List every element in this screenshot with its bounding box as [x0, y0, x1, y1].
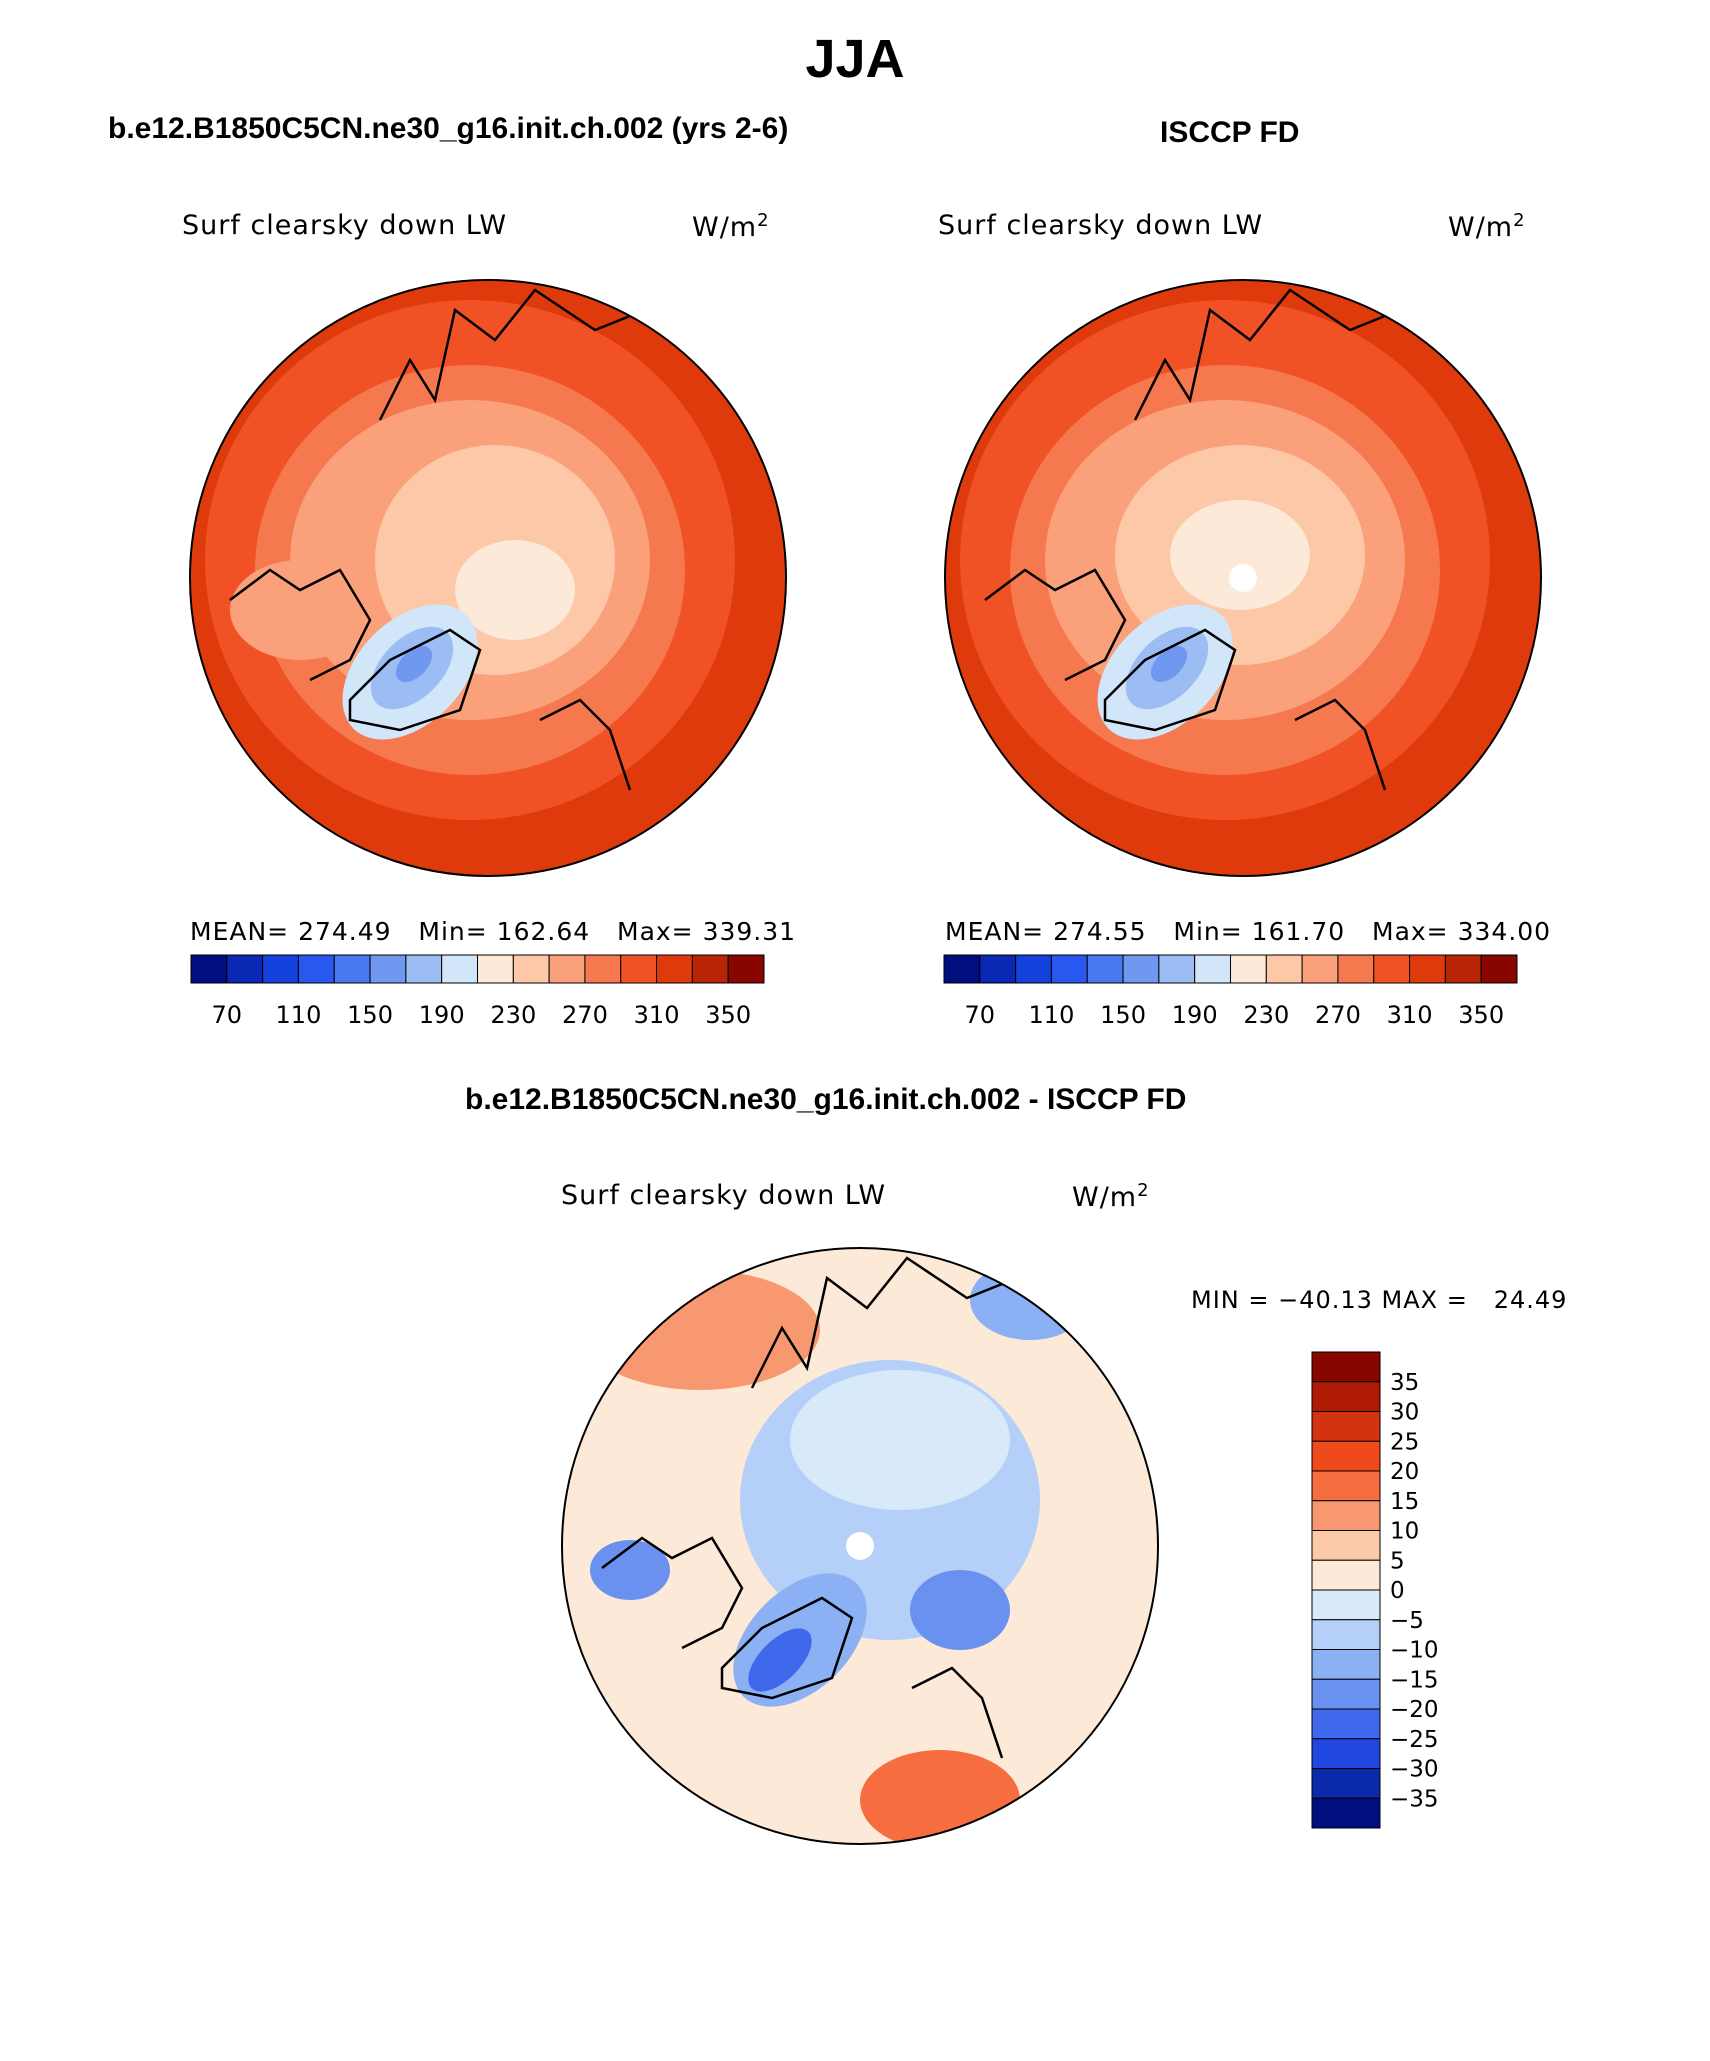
panel2-colorbar-cell	[1480, 954, 1518, 984]
panel1-variable: Surf clearsky down LW	[182, 210, 508, 241]
diff-colorbar-label: 15	[1390, 1489, 1419, 1515]
diff-colorbar-cell	[1311, 1678, 1381, 1710]
diff-header: b.e12.B1850C5CN.ne30_g16.init.ch.002 - I…	[465, 1083, 1187, 1116]
panel1-colorbar-label: 230	[490, 1001, 536, 1029]
panel2-variable: Surf clearsky down LW	[938, 210, 1264, 241]
diff-colorbar-label: −20	[1390, 1697, 1439, 1723]
panel2-colorbar-label: 110	[1029, 1001, 1075, 1029]
diff-colorbar-cell	[1311, 1411, 1381, 1442]
panel2-colorbar-label: 310	[1387, 1001, 1433, 1029]
panel1-colorbar-label: 70	[212, 1001, 243, 1029]
panel1-colorbar-cell	[369, 954, 407, 984]
panel1-colorbar-label: 350	[705, 1001, 751, 1029]
panel2-units: W/m2	[1448, 210, 1526, 243]
panel2-colorbar-cell	[1194, 954, 1231, 984]
diff-variable: Surf clearsky down LW	[561, 1180, 887, 1211]
diff-colorbar-cell	[1311, 1708, 1381, 1740]
panel2-colorbar-cell	[1301, 954, 1339, 984]
panel1-colorbar-cell	[548, 954, 586, 984]
panel1-colorbar-cell	[226, 954, 264, 984]
panel2-header: ISCCP FD	[1160, 116, 1300, 149]
panel1-colorbar-cell	[405, 954, 443, 984]
diff-colorbar-label: −5	[1390, 1608, 1424, 1634]
panel2-colorbar-cell	[1050, 954, 1088, 984]
panel1-colorbar-cell	[656, 954, 693, 984]
panel1-colorbar-cell	[477, 954, 514, 984]
panel2-stats: MEAN= 274.55 Min= 161.70 Max= 334.00	[945, 917, 1552, 946]
panel2-colorbar-cell	[1015, 954, 1052, 984]
diff-colorbar-cell	[1311, 1619, 1381, 1650]
panel1-colorbar-cell	[584, 954, 622, 984]
panel1-header: b.e12.B1850C5CN.ne30_g16.init.ch.002 (yr…	[108, 112, 789, 145]
panel1-colorbar-label: 270	[562, 1001, 608, 1029]
diff-colorbar-cell	[1311, 1351, 1381, 1383]
diff-colorbar-label: −35	[1390, 1786, 1439, 1812]
panel1-colorbar-label: 310	[634, 1001, 680, 1029]
panel2-map	[945, 280, 1541, 876]
diff-colorbar-label: 30	[1390, 1400, 1419, 1426]
panel1-colorbar-label: 190	[419, 1001, 465, 1029]
panel1-colorbar-cell	[297, 954, 335, 984]
diff-colorbar-label: −30	[1390, 1757, 1439, 1783]
diff-minmax: MIN = −40.13 MAX = 24.49	[1191, 1286, 1568, 1314]
diff-colorbar-cell	[1311, 1559, 1381, 1591]
panel1-map	[190, 280, 786, 876]
diff-colorbar-label: 0	[1390, 1578, 1405, 1604]
diff-map	[562, 1248, 1158, 1844]
panel2-colorbar-cell	[979, 954, 1017, 984]
panel1-stats: MEAN= 274.49 Min= 162.64 Max= 339.31	[190, 917, 797, 946]
panel1-colorbar-cell	[727, 954, 765, 984]
diff-colorbar-cell	[1311, 1440, 1381, 1472]
diff-colorbar-cell	[1311, 1797, 1381, 1829]
panel2-colorbar-label: 70	[965, 1001, 996, 1029]
panel2-colorbar-label: 270	[1315, 1001, 1361, 1029]
panel2-colorbar-cell	[1230, 954, 1267, 984]
panel2-colorbar-cell	[1265, 954, 1303, 984]
diff-colorbar-label: −15	[1390, 1667, 1439, 1693]
panel2-colorbar-cell	[1086, 954, 1124, 984]
panel1-colorbar-cell	[262, 954, 299, 984]
panel1-colorbar-label: 110	[276, 1001, 322, 1029]
panel2-colorbar: 70 110 150 190 230 270 310 350	[943, 954, 1518, 1029]
diff-colorbar-cell	[1311, 1381, 1381, 1412]
panel2-colorbar-cell	[1158, 954, 1196, 984]
diff-colorbar-label: 5	[1390, 1548, 1405, 1574]
diff-colorbar-label: −25	[1390, 1727, 1439, 1753]
panel1-units: W/m2	[692, 210, 770, 243]
panel2-colorbar-cell	[1409, 954, 1446, 984]
panel1-colorbar-cell	[512, 954, 550, 984]
panel1-colorbar-cell	[190, 954, 228, 984]
diff-colorbar-cell	[1311, 1530, 1381, 1561]
panel2-colorbar-cell	[1337, 954, 1375, 984]
diff-colorbar-label: −10	[1390, 1638, 1439, 1664]
figure-title: JJA	[805, 29, 905, 89]
diff-colorbar-cell	[1311, 1768, 1381, 1799]
panel2-colorbar-label: 190	[1172, 1001, 1218, 1029]
panel1-colorbar-cell	[620, 954, 658, 984]
panel1-colorbar-label: 150	[347, 1001, 393, 1029]
panel2-colorbar-label: 350	[1458, 1001, 1504, 1029]
diff-colorbar: 35 30 25 20 15 10 5 0 −5 −10 −15 −20 −25 −30 −35	[1311, 1351, 1439, 1829]
diff-colorbar-label: 20	[1390, 1459, 1419, 1485]
diff-colorbar-cell	[1311, 1738, 1381, 1769]
diff-colorbar-label: 35	[1390, 1370, 1419, 1396]
panel1-colorbar-cell	[441, 954, 478, 984]
diff-colorbar-cell	[1311, 1470, 1381, 1502]
diff-colorbar-label: 25	[1390, 1429, 1419, 1455]
diff-colorbar-cell	[1311, 1589, 1381, 1621]
diff-colorbar-label: 10	[1390, 1519, 1419, 1545]
panel2-colorbar-cell	[1373, 954, 1411, 984]
panel2-colorbar-label: 230	[1243, 1001, 1289, 1029]
panel1-colorbar-cell	[333, 954, 371, 984]
panel2-colorbar-label: 150	[1100, 1001, 1146, 1029]
panel1-colorbar-cell	[691, 954, 729, 984]
diff-colorbar-cell	[1311, 1500, 1381, 1531]
diff-units: W/m2	[1072, 1180, 1150, 1213]
panel1-colorbar: 70 110 150 190 230 270 310 350	[190, 954, 765, 1029]
panel2-colorbar-cell	[1122, 954, 1160, 984]
diff-colorbar-cell	[1311, 1649, 1381, 1680]
panel2-colorbar-cell	[1444, 954, 1482, 984]
panel2-colorbar-cell	[943, 954, 981, 984]
